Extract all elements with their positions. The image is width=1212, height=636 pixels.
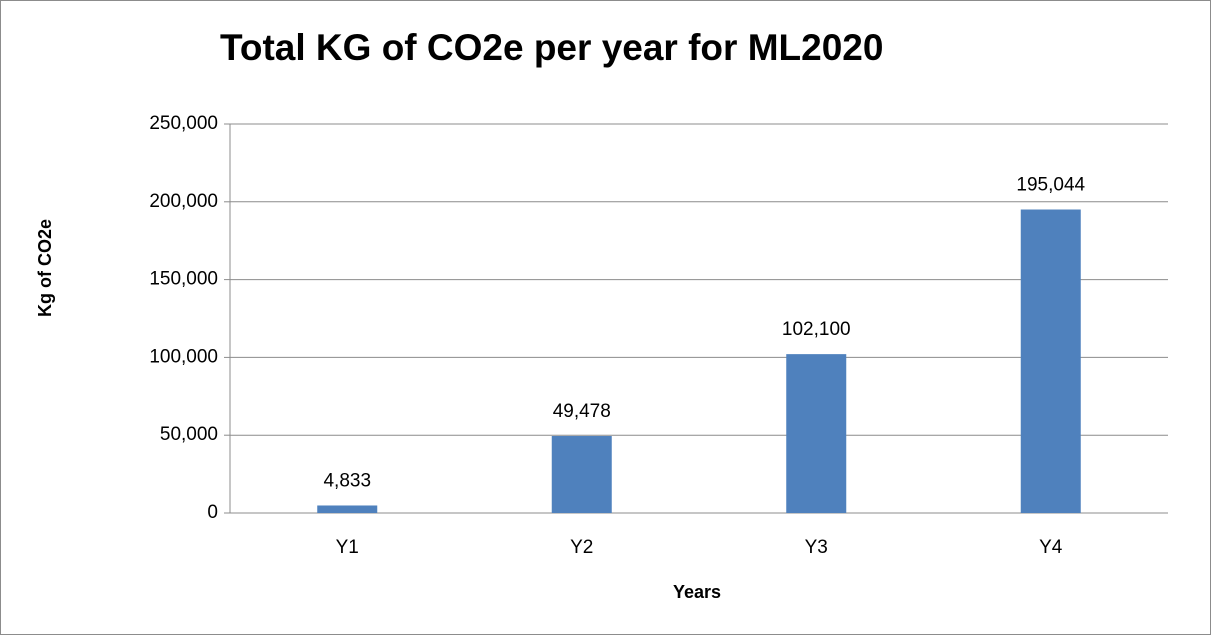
data-label: 49,478 bbox=[553, 401, 611, 422]
bar bbox=[786, 354, 847, 513]
y-axis-label: Kg of CO2e bbox=[35, 219, 55, 317]
x-axis-label: Years bbox=[673, 582, 721, 602]
y-tick-label: 0 bbox=[207, 502, 218, 523]
y-tick-label: 250,000 bbox=[149, 113, 218, 134]
chart-title: Total KG of CO2e per year for ML2020 bbox=[220, 27, 883, 68]
data-label: 195,044 bbox=[1016, 175, 1085, 196]
y-tick-label: 50,000 bbox=[160, 424, 218, 445]
bar bbox=[1020, 209, 1081, 513]
y-tick-label: 200,000 bbox=[149, 191, 218, 212]
data-label: 4,833 bbox=[323, 470, 371, 491]
x-tick-label: Y3 bbox=[805, 537, 828, 558]
x-tick-label: Y1 bbox=[336, 537, 359, 558]
data-label: 102,100 bbox=[782, 319, 851, 340]
x-tick-label: Y2 bbox=[570, 537, 593, 558]
bar bbox=[551, 436, 612, 513]
y-tick-label: 150,000 bbox=[149, 269, 218, 290]
y-tick-label: 100,000 bbox=[149, 346, 218, 367]
bar bbox=[317, 505, 378, 513]
x-tick-label: Y4 bbox=[1039, 537, 1063, 558]
